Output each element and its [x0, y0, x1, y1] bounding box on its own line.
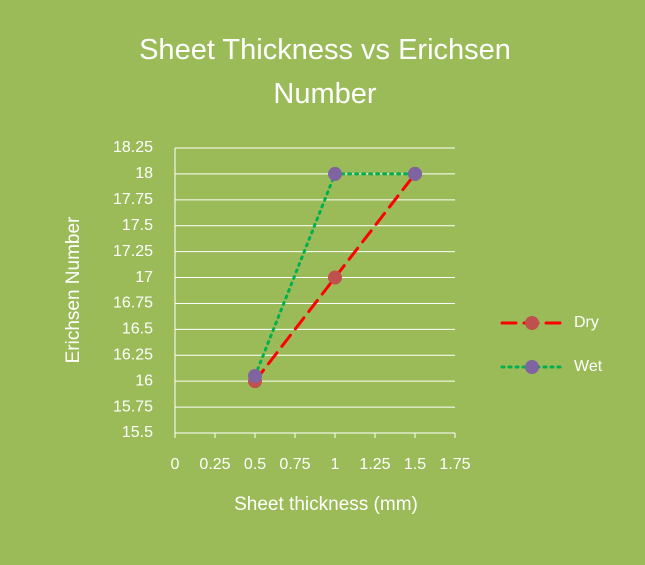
y-tick-label: 16.5 — [122, 321, 153, 338]
legend-marker — [525, 316, 539, 330]
y-tick-label: 17.25 — [113, 243, 153, 260]
x-tick-label: 1 — [331, 456, 340, 473]
x-tick-label: 0.25 — [199, 456, 230, 473]
y-tick-label: 17 — [135, 269, 153, 286]
x-tick-label: 0.5 — [244, 456, 266, 473]
y-tick-label: 16 — [135, 372, 153, 389]
x-tick-label: 1.75 — [439, 456, 470, 473]
legend-label: Wet — [574, 358, 603, 375]
chart-title: Sheet Thickness vs Erichsen Number — [139, 34, 511, 110]
legend-marker — [525, 360, 539, 374]
y-tick-label: 15.75 — [113, 398, 153, 415]
marker — [248, 369, 262, 383]
marker — [408, 166, 422, 181]
y-tick-label: 17.5 — [122, 217, 153, 234]
x-axis-label: Sheet thickness (mm) — [234, 494, 418, 515]
y-tick-label: 18 — [135, 165, 153, 182]
y-axis-label: Erichsen Number — [63, 216, 84, 363]
y-tick-label: 18.25 — [113, 139, 153, 156]
x-tick-label: 1.5 — [404, 456, 426, 473]
x-tick-label: 1.25 — [359, 456, 390, 473]
y-tick-label: 16.25 — [113, 346, 153, 363]
y-tick-label: 17.75 — [113, 191, 153, 208]
x-tick-label: 0 — [171, 456, 180, 473]
marker — [328, 166, 342, 181]
y-tick-label: 16.75 — [113, 295, 153, 312]
x-tick-label: 0.75 — [279, 456, 310, 473]
legend-label: Dry — [574, 314, 599, 331]
y-tick-label: 15.5 — [122, 424, 153, 441]
marker — [328, 270, 342, 285]
